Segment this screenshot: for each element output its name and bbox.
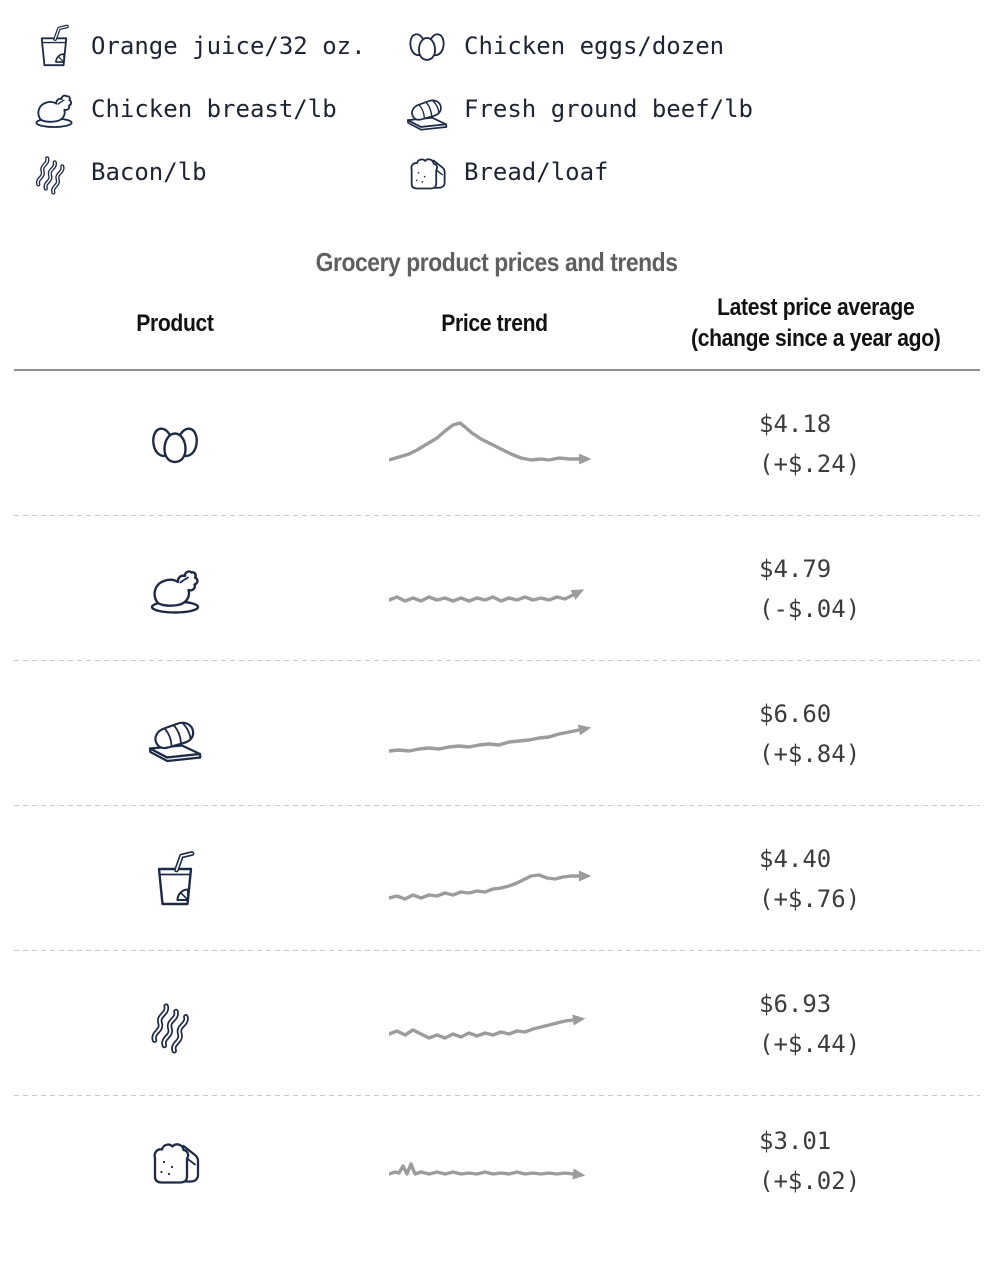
legend-label: Chicken eggs/dozen	[464, 31, 725, 60]
orange-juice-icon	[144, 848, 206, 910]
price-change: (+$.84)	[759, 739, 861, 768]
chicken-eggs-icon	[403, 22, 451, 70]
price-change: (+$.02)	[759, 1167, 861, 1195]
price-value: $6.93	[759, 989, 832, 1018]
ground-beef-icon	[403, 85, 451, 133]
price-trend-sparkline	[389, 420, 592, 464]
legend-label: Orange juice/32 oz.	[91, 31, 366, 60]
table-row-orange-juice: $4.40 (+$.76)	[14, 806, 980, 951]
price-trend-sparkline	[389, 1014, 586, 1040]
legend-label: Bread/loaf	[464, 157, 609, 186]
grocery-price-table: Product Price trend Latest price average…	[14, 292, 980, 1226]
price-change: (+$.76)	[759, 884, 861, 913]
legend-item-orange-juice: Orange juice/32 oz.	[30, 14, 403, 77]
chicken-eggs-icon	[144, 413, 206, 475]
chicken-breast-icon	[144, 558, 206, 620]
table-row-bacon: $6.93 (+$.44)	[14, 951, 980, 1096]
table-title: Grocery product prices and trends	[316, 247, 678, 277]
column-header-latest-price: Latest price average (change since a year…	[691, 294, 941, 352]
price-change: (+$.24)	[759, 449, 861, 478]
table-row-bread: $3.01 (+$.02)	[14, 1096, 980, 1226]
price-value: $4.79	[759, 554, 832, 583]
legend-item-bacon: Bacon/lb	[30, 140, 403, 203]
legend-item-chicken-eggs: Chicken eggs/dozen	[403, 14, 994, 77]
column-header-product: Product	[136, 309, 214, 337]
orange-juice-icon	[30, 22, 78, 70]
price-value: $3.01	[759, 1127, 832, 1155]
bacon-icon	[144, 993, 206, 1055]
price-trend-sparkline	[389, 724, 592, 753]
price-trend-sparkline	[389, 870, 592, 901]
bacon-icon	[30, 148, 78, 196]
table-header-row: Product Price trend Latest price average…	[14, 292, 980, 371]
price-trend-sparkline	[389, 588, 585, 603]
price-value: $4.40	[759, 844, 832, 873]
price-value: $4.18	[759, 409, 832, 438]
price-change: (-$.04)	[759, 594, 861, 623]
price-value: $6.60	[759, 699, 832, 728]
chicken-breast-icon	[30, 85, 78, 133]
bread-icon	[403, 148, 451, 196]
table-row-chicken-eggs: $4.18 (+$.24)	[14, 371, 980, 516]
price-change: (+$.44)	[759, 1029, 861, 1058]
legend-label: Fresh ground beef/lb	[464, 94, 753, 123]
legend-item-chicken-breast: Chicken breast/lb	[30, 77, 403, 140]
ground-beef-icon	[144, 703, 206, 765]
bread-icon	[144, 1130, 206, 1192]
table-row-chicken-breast: $4.79 (-$.04)	[14, 516, 980, 661]
legend-item-ground-beef: Fresh ground beef/lb	[403, 77, 994, 140]
legend-item-bread: Bread/loaf	[403, 140, 994, 203]
table-row-ground-beef: $6.60 (+$.84)	[14, 661, 980, 806]
product-legend: Orange juice/32 oz. Chicken eggs/dozen C…	[0, 0, 994, 203]
price-trend-sparkline	[389, 1162, 586, 1180]
column-header-price-trend: Price trend	[440, 309, 548, 337]
legend-label: Bacon/lb	[91, 157, 207, 186]
legend-label: Chicken breast/lb	[91, 94, 337, 123]
